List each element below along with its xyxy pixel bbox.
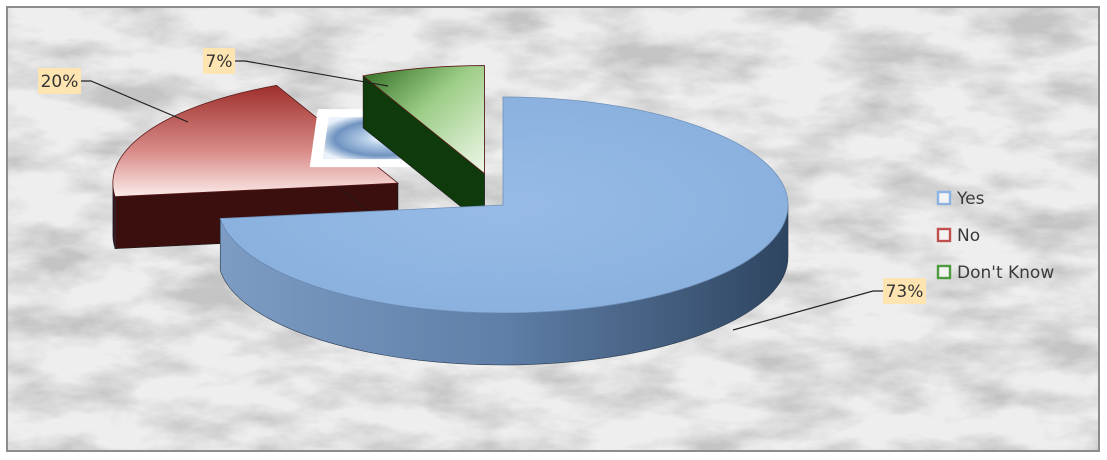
- slice-yes: [219, 96, 789, 366]
- data-label-yes: 73%: [883, 278, 926, 304]
- data-labels: 73% 20% 7%: [38, 48, 926, 304]
- data-label-text-yes: 73%: [886, 282, 924, 302]
- data-label-text-no: 20%: [41, 72, 79, 92]
- leader-lines: [81, 60, 883, 331]
- legend-swatch-no: [936, 227, 952, 243]
- legend-item-no: No: [936, 226, 980, 246]
- legend-label-yes: Yes: [956, 189, 985, 209]
- leader-line-yes: [732, 290, 883, 331]
- legend-item-don-t-know: Don't Know: [936, 263, 1054, 283]
- slices: [112, 65, 789, 366]
- leader-line-don-t-know: [235, 60, 389, 87]
- legend-swatch-don-t-know: [936, 264, 952, 280]
- pie-chart: 73% 20% 7% Yes No Don't Know: [8, 8, 1098, 450]
- chart-frame: 73% 20% 7% Yes No Don't Know: [6, 6, 1100, 452]
- legend-label-no: No: [957, 226, 980, 246]
- data-label-text-don-t-know: 7%: [206, 52, 233, 72]
- legend: Yes No Don't Know: [936, 189, 1054, 283]
- data-label-don-t-know: 7%: [203, 48, 235, 74]
- leader-line-no: [81, 80, 189, 123]
- data-label-no: 20%: [38, 68, 81, 94]
- legend-label-don-t-know: Don't Know: [957, 263, 1054, 283]
- legend-swatch-yes: [936, 190, 952, 206]
- slice-don-t-know: [362, 65, 485, 227]
- legend-item-yes: Yes: [936, 189, 985, 209]
